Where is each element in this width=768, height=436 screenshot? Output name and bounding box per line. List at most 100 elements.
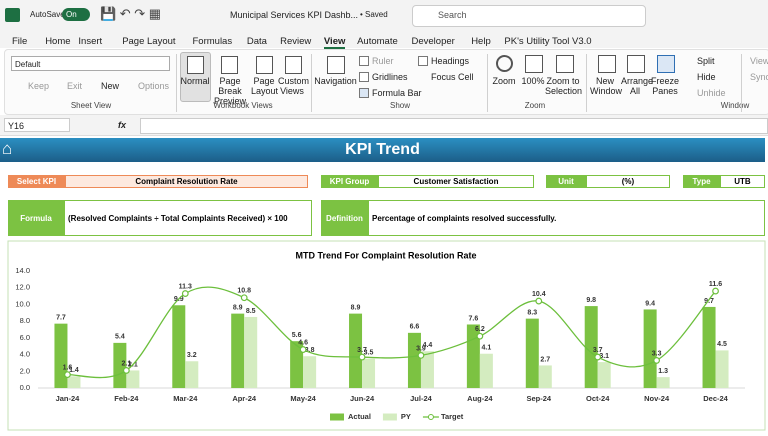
marker	[712, 287, 719, 295]
y-tick-label: 6.0	[20, 333, 30, 342]
marker	[417, 352, 425, 359]
y-tick-label: 10.0	[15, 299, 30, 308]
field-value: Customer Satisfaction	[378, 175, 534, 188]
menu-tab[interactable]: Home	[45, 36, 71, 47]
menu-tab[interactable]: PK's Utility Tool V3.0	[504, 36, 592, 47]
search-box[interactable]	[412, 5, 646, 27]
separator	[176, 54, 177, 112]
legend-label: Target	[441, 412, 464, 421]
data-label: 8.3	[527, 309, 537, 316]
home-icon[interactable]: ⌂	[2, 139, 13, 158]
custom-views-button[interactable]: Custom Views	[278, 76, 310, 96]
group-label: Window	[720, 101, 750, 110]
search-placeholder: Search	[438, 10, 467, 20]
menu-tab[interactable]: Help	[471, 36, 491, 47]
data-label: 1.6	[63, 364, 73, 371]
data-label: 8.9	[233, 304, 243, 311]
hide-button[interactable]: Hide	[697, 72, 716, 82]
formula-bar-option[interactable]: Formula Bar	[372, 88, 422, 98]
gridlines-option[interactable]: Gridlines	[372, 72, 408, 82]
autosave-toggle[interactable]: On	[62, 8, 90, 21]
menu-tab[interactable]: Developer	[411, 36, 455, 47]
freeze-panes-button[interactable]: Freeze Panes	[650, 76, 679, 96]
menu-tab[interactable]: File	[12, 36, 28, 47]
x-tick-label: Jun-24	[350, 394, 375, 403]
normal-button[interactable]: Normal	[180, 76, 210, 86]
group-label: Workbook Views	[213, 101, 273, 110]
new-window-button[interactable]: New Window	[590, 76, 623, 96]
menu-tab[interactable]: Page Layout	[122, 36, 176, 47]
data-label: 3.8	[305, 347, 315, 354]
unhide-button[interactable]: Unhide	[697, 88, 726, 98]
menu-tab[interactable]: Data	[246, 36, 267, 47]
menu-tab[interactable]: View	[323, 36, 346, 49]
data-label: 1.4	[69, 367, 79, 374]
name-box[interactable]: Y16	[4, 118, 70, 132]
toolbar-icons[interactable]: 💾 ↶ ↷ ▦	[100, 6, 162, 21]
bar	[420, 351, 434, 388]
page-break-button[interactable]: Page Break Preview	[213, 76, 246, 106]
checkbox[interactable]	[359, 88, 369, 98]
data-label: 10.4	[532, 291, 546, 298]
x-tick-label: Jul-24	[410, 394, 433, 403]
menu-bar	[0, 30, 768, 48]
bar	[54, 323, 68, 388]
x-tick-label: Mar-24	[173, 394, 198, 403]
bar	[362, 358, 376, 388]
bar	[538, 365, 552, 388]
formula-label: Formula	[8, 200, 64, 236]
marker	[240, 294, 248, 302]
checkbox[interactable]	[359, 56, 369, 66]
chart-title: MTD Trend For Complaint Resolution Rate	[295, 250, 476, 260]
data-label: 5.4	[115, 334, 125, 341]
marker	[181, 290, 189, 297]
legend-swatch	[330, 413, 344, 421]
checkbox[interactable]	[359, 72, 369, 82]
data-label: 3.5	[364, 350, 374, 357]
bar	[349, 313, 363, 388]
y-tick-label: 2.0	[20, 366, 30, 375]
data-label: 4.4	[423, 342, 433, 349]
bar	[702, 306, 716, 388]
marker	[64, 371, 71, 379]
menu-tab[interactable]: Review	[280, 36, 312, 47]
keep-button[interactable]: Keep	[28, 81, 50, 91]
data-label: 3.3	[652, 350, 662, 357]
icon	[327, 56, 345, 74]
dashboard-title: KPI Trend	[345, 141, 420, 158]
arrange-all-button[interactable]: Arrange All	[621, 76, 654, 96]
menu-tab[interactable]: Automate	[357, 36, 398, 47]
field-label: KPI Group	[321, 175, 378, 188]
field-value: (%)	[586, 175, 670, 188]
options-button[interactable]: Options	[138, 81, 170, 91]
zoom-button[interactable]: Zoom	[492, 76, 516, 86]
checkbox[interactable]	[418, 56, 428, 66]
formula-value: (Resolved Complaints ÷ Total Complaints …	[64, 200, 312, 236]
sync-button[interactable]: Synchr	[750, 72, 768, 82]
zoom-100-button[interactable]: 100%	[521, 76, 545, 86]
new-button[interactable]: New	[101, 81, 120, 91]
legend-swatch	[382, 413, 397, 421]
icon	[657, 55, 675, 73]
view-side-button[interactable]: View	[750, 56, 768, 66]
focus-cell-option[interactable]: Focus Cell	[431, 72, 474, 82]
menu-tab[interactable]: Insert	[78, 36, 103, 47]
field-label: Type	[683, 175, 720, 188]
bar	[113, 342, 127, 388]
data-label: 2.7	[540, 356, 550, 363]
legend-label: PY	[401, 412, 411, 421]
sheet-view-dropdown[interactable]: Default	[11, 56, 170, 71]
headings-option[interactable]: Headings	[431, 56, 470, 66]
separator	[487, 54, 488, 112]
data-label: 9.7	[704, 298, 714, 305]
menu-tab[interactable]: Formulas	[192, 36, 233, 47]
marker	[594, 353, 602, 361]
split-button[interactable]: Split	[697, 56, 715, 66]
ruler-option[interactable]: Ruler	[372, 56, 394, 66]
navigation-button[interactable]: Navigation	[314, 76, 357, 86]
zoom-selection-button[interactable]: Zoom to Selection	[545, 76, 583, 96]
exit-button[interactable]: Exit	[67, 81, 83, 91]
page-layout-button[interactable]: Page Layout	[251, 76, 279, 96]
field-value: UTB	[720, 175, 765, 188]
